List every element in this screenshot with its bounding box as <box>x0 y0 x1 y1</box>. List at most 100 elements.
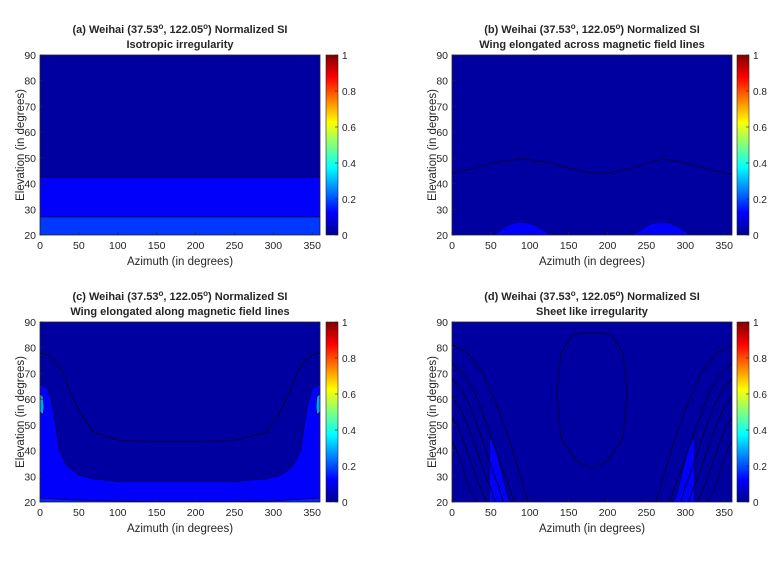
panel-subtitle: Wing elongated across magnetic field lin… <box>479 39 704 51</box>
y-tick-label: 60 <box>436 394 448 406</box>
colorbar-tick-label: 0 <box>753 498 759 509</box>
colorbar-tick-label: 0.2 <box>753 462 767 473</box>
y-tick-label: 30 <box>436 204 448 216</box>
colorbar-tick-label: 0.2 <box>753 195 767 206</box>
y-tick-label: 60 <box>436 127 448 139</box>
y-tick-label: 70 <box>436 368 448 380</box>
title-part: , 122.05 <box>576 291 616 303</box>
y-tick-label: 60 <box>24 127 36 139</box>
colorbar: 0 0.2 0.4 0.6 0.8 1 <box>736 318 767 509</box>
colorbar-tick-label: 0.4 <box>342 426 356 437</box>
contour-line <box>655 344 732 502</box>
x-tick-label: 250 <box>638 240 656 252</box>
panel-subtitle: Isotropic irregularity <box>127 39 235 51</box>
x-tick-label: 350 <box>303 507 321 519</box>
colorbar-tick-label: 0.6 <box>342 123 356 134</box>
y-tick-label: 90 <box>436 317 448 329</box>
y-tick-label: 60 <box>24 394 36 406</box>
x-tick-label: 150 <box>560 240 578 252</box>
contour-line <box>680 378 732 502</box>
x-tick-label: 50 <box>485 240 497 252</box>
panel-subtitle: Wing elongated along magnetic field line… <box>70 306 289 318</box>
title-part: , 122.05 <box>163 24 203 36</box>
colorbar-tick-label: 0.8 <box>753 354 767 365</box>
title-part: , 122.05 <box>163 291 203 303</box>
contour-line <box>452 440 478 502</box>
colorbar-tick-label: 0.4 <box>342 159 356 170</box>
panel-title: (d) Weihai (37.53o, 122.05o) Normalized … <box>484 289 700 304</box>
colorbar-tick-label: 0 <box>753 231 759 242</box>
colorbar-tick-label: 0 <box>342 231 348 242</box>
si-background <box>452 55 732 235</box>
y-tick-label: 90 <box>436 50 448 62</box>
si-band <box>40 176 320 218</box>
panel-b: 0 50 100 150 200 250 300 350 20 30 40 50 60 70 80 90 Azi… <box>427 22 767 269</box>
contour-line <box>669 362 732 502</box>
x-tick-label: 150 <box>560 507 578 519</box>
panel-c: 0 50 100 150 200 250 300 350 20 30 40 50 60 70 80 90 Azi… <box>15 289 356 536</box>
colorbar: 0 0.2 0.4 0.6 0.8 1 <box>325 318 356 509</box>
x-tick-label: 350 <box>715 240 733 252</box>
x-tick-label: 300 <box>265 240 283 252</box>
x-tick-label: 300 <box>677 507 695 519</box>
colorbar-gradient <box>325 321 339 503</box>
si-region <box>491 221 553 235</box>
colorbar-tick-label: 0.2 <box>342 195 356 206</box>
axes-box <box>39 54 321 236</box>
y-tick-label: 50 <box>436 420 448 432</box>
y-tick-label: 70 <box>436 101 448 113</box>
panel-d: 0 50 100 150 200 250 300 350 20 30 40 50 60 70 80 90 Azi… <box>427 289 767 536</box>
contour-line <box>452 396 497 502</box>
contour-line <box>687 396 732 502</box>
x-tick-label: 0 <box>37 507 43 519</box>
panel-title: (c) Weihai (37.53o, 122.05o) Normalized … <box>72 289 287 304</box>
colorbar-tick-label: 1 <box>753 51 759 62</box>
x-tick-label: 200 <box>187 507 205 519</box>
colorbar-tick-label: 0.8 <box>342 354 356 365</box>
y-tick-label: 50 <box>24 153 36 165</box>
colorbar-tick-label: 0.6 <box>753 123 767 134</box>
x-tick-label: 50 <box>73 507 85 519</box>
x-tick-label: 100 <box>109 507 127 519</box>
title-part: (a) Weihai (37.53 <box>72 24 158 36</box>
degree-mark: o <box>203 22 208 31</box>
panel-title: (b) Weihai (37.53o, 122.05o) Normalized … <box>484 22 700 37</box>
colorbar-tick-label: 0.8 <box>342 87 356 98</box>
x-tick-label: 200 <box>599 240 617 252</box>
colorbar-tick-label: 0.6 <box>342 390 356 401</box>
panel-subtitle: Sheet like irregularity <box>536 306 649 318</box>
contour-line <box>40 352 320 443</box>
contour-line <box>706 440 732 502</box>
plot-area <box>452 322 732 502</box>
contour-line <box>452 158 732 176</box>
contour-line <box>696 416 732 502</box>
y-tick-label: 30 <box>24 471 36 483</box>
plot-area <box>452 55 732 235</box>
si-region <box>630 221 693 235</box>
colorbar-gradient <box>736 321 750 503</box>
y-tick-label: 80 <box>24 343 36 355</box>
y-tick-label: 40 <box>24 446 36 458</box>
y-tick-label: 90 <box>24 317 36 329</box>
colorbar-tick-label: 0.8 <box>753 87 767 98</box>
x-axis-label: Azimuth (in degrees) <box>127 523 233 535</box>
contour-line <box>556 331 628 470</box>
colorbar-tick-label: 0 <box>342 498 348 509</box>
degree-mark: o <box>571 22 576 31</box>
colorbar-gradient <box>736 54 750 236</box>
y-tick-label: 20 <box>24 230 36 242</box>
title-part: ) Normalized SI <box>620 24 699 36</box>
degree-mark: o <box>615 289 620 298</box>
panel-a: 0 50 100 150 200 250 300 350 20 30 40 50 60 70 80 90 Azi… <box>15 22 356 269</box>
degree-mark: o <box>203 289 208 298</box>
si-region <box>40 393 45 416</box>
si-band <box>40 55 320 178</box>
x-tick-label: 300 <box>265 507 283 519</box>
y-tick-label: 40 <box>436 179 448 191</box>
x-tick-label: 200 <box>187 240 205 252</box>
contour-line <box>452 362 515 502</box>
colorbar: 0 0.2 0.4 0.6 0.8 1 <box>736 51 767 242</box>
y-tick-label: 40 <box>24 179 36 191</box>
title-part: ) Normalized SI <box>620 291 699 303</box>
